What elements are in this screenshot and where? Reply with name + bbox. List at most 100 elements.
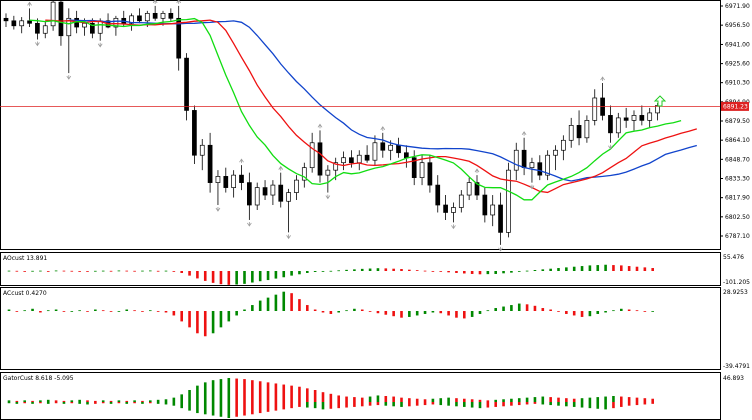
gator-upper-bar: [15, 400, 19, 402]
candle-body: [199, 144, 205, 156]
ao-bar: [470, 271, 474, 274]
gator-upper-bar: [125, 400, 129, 402]
gator-upper-bar: [133, 400, 136, 402]
candle-body: [309, 142, 315, 169]
ao-bar: [313, 271, 317, 272]
candle-body: [215, 176, 221, 183]
ac-bar: [133, 310, 136, 312]
gator-lower-bar: [494, 402, 497, 407]
ao-bar: [180, 271, 183, 273]
gator-lower-bar: [384, 402, 388, 406]
candle-body: [247, 182, 252, 206]
gator-lower-bar: [321, 402, 325, 410]
gator-lower-bar: [141, 402, 144, 404]
candle-body: [388, 144, 393, 151]
gator-upper-bar: [384, 396, 388, 402]
candle-body: [568, 125, 574, 141]
ac-bar: [188, 311, 191, 328]
gator-upper-bar: [141, 400, 144, 402]
gator-upper-bar: [321, 392, 325, 402]
gator-lower-bar: [368, 402, 372, 406]
gator-lower-bar: [651, 402, 654, 404]
gator-lower-bar: [337, 402, 340, 409]
ao-bar: [541, 269, 545, 271]
ao-bar: [517, 271, 521, 272]
candle: [278, 172, 284, 208]
ao-bar: [580, 266, 584, 271]
gator-lower-bar: [156, 402, 160, 404]
ac-bar: [604, 311, 607, 313]
gator-lower-bar: [78, 402, 81, 404]
candle: [466, 177, 472, 201]
candle: [553, 145, 558, 171]
gator-lower-bar: [635, 402, 639, 406]
ao-axis-min: -101.205: [723, 279, 750, 286]
fractal-icon: [498, 246, 503, 252]
ao-bar: [15, 270, 19, 272]
gator-upper-bar: [203, 382, 207, 402]
ac-bar: [596, 311, 600, 314]
ao-bar: [565, 267, 568, 271]
ac-bar: [392, 311, 395, 317]
candle: [639, 105, 645, 126]
gator-upper-bar: [109, 400, 113, 402]
ao-bar: [23, 271, 26, 272]
ac-panel[interactable]: [0, 287, 721, 370]
ac-bar: [78, 310, 81, 312]
gator-upper-bar: [423, 399, 427, 402]
gator-lower-bar: [565, 402, 568, 407]
ac-bar: [376, 311, 380, 314]
ac-bar: [541, 308, 545, 311]
ao-bar: [101, 270, 105, 272]
gator-upper-bar: [478, 399, 482, 402]
gator-lower-bar: [109, 402, 113, 404]
ao-bar: [243, 271, 246, 284]
ac-bar: [172, 311, 176, 316]
gator-upper-bar: [243, 379, 246, 402]
ao-bar: [384, 268, 388, 271]
ao-bar: [109, 270, 113, 272]
gator-lower-bar: [549, 402, 552, 406]
main-price-panel[interactable]: [0, 0, 721, 250]
ao-bar: [172, 271, 176, 272]
gator-upper-bar: [149, 400, 152, 402]
gator-upper-bar: [431, 398, 435, 402]
ao-panel[interactable]: [0, 252, 721, 286]
gator-lower-bar: [258, 402, 262, 414]
ac-bar: [211, 311, 215, 334]
candle: [498, 192, 503, 245]
ao-bar: [290, 271, 293, 276]
candle-body: [160, 12, 166, 19]
gator-upper-bar: [86, 400, 89, 402]
gator-upper-bar: [415, 398, 419, 402]
ac-bar: [31, 308, 34, 311]
fractal-icon: [66, 75, 72, 80]
ac-bar: [651, 311, 654, 312]
ac-bar: [502, 306, 505, 311]
candle-body: [615, 117, 621, 134]
candle-body: [50, 1, 56, 27]
candle-body: [129, 15, 134, 24]
candle-body: [301, 167, 307, 181]
gator-lower-bar: [101, 402, 105, 404]
gator-upper-bar: [78, 399, 81, 402]
price-axis: 6971.906956.506941.006925.606910.306894.…: [720, 3, 750, 240]
gator-lower-bar: [251, 402, 254, 415]
gator-upper-bar: [7, 400, 11, 402]
gator-lower-bar: [203, 402, 207, 415]
candle-body: [97, 20, 103, 34]
gator-lower-bar: [164, 402, 168, 405]
candle: [247, 172, 252, 220]
gator-panel[interactable]: [0, 372, 721, 420]
gator-histogram: [7, 378, 654, 418]
ao-bar: [376, 268, 380, 271]
ac-bar: [164, 311, 168, 313]
candle-body: [231, 174, 236, 188]
ao-bar: [211, 271, 215, 283]
gator-lower-bar: [313, 402, 317, 409]
ao-bar: [596, 265, 600, 271]
ac-bar: [54, 309, 58, 311]
gator-lower-bar: [408, 402, 411, 407]
gator-upper-bar: [612, 396, 615, 402]
